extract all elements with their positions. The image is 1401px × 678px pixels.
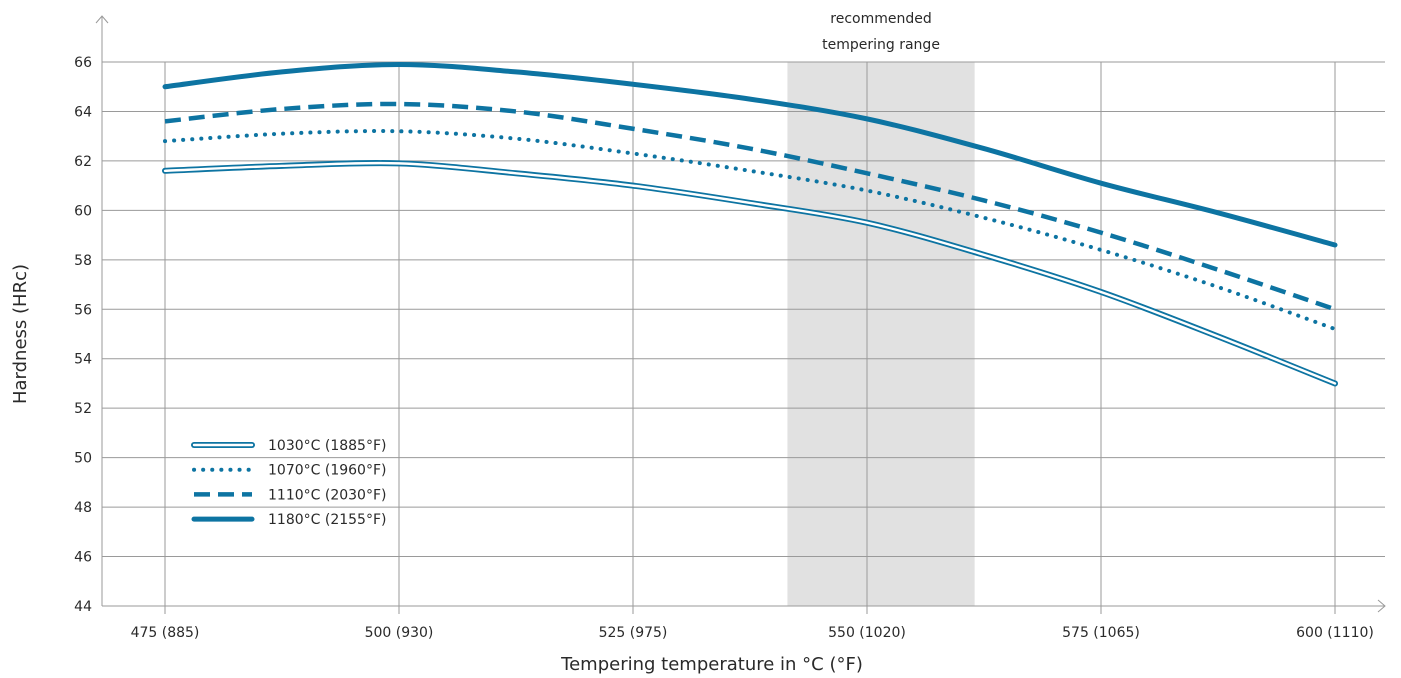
x-tick-label: 500 (930): [365, 625, 434, 641]
y-tick-label: 66: [74, 55, 92, 71]
recommended-range-band: [787, 62, 975, 606]
y-tick-label: 46: [74, 550, 92, 566]
series-line-3: [164, 101, 1336, 312]
y-tick-label: 60: [74, 203, 92, 219]
series-line-4: [162, 61, 1338, 248]
grid-layer: [102, 61, 1385, 614]
y-axis-arrow: [95, 15, 109, 24]
x-axis-title: Tempering temperature in °C (°F): [560, 654, 863, 675]
y-tick-label: 54: [74, 352, 92, 368]
band-label-line2: tempering range: [822, 37, 940, 53]
label-layer: recommended tempering range Tempering temp…: [10, 11, 940, 675]
axis-layer: 44 46 48 50 52 54 56 58 60 62 64 66 475 (885) 500 (93…: [74, 15, 1386, 641]
legend-label: 1180°C (2155°F): [268, 512, 386, 528]
series-line-4-stroke: [162, 61, 1338, 248]
series-line-1: [162, 160, 1338, 387]
y-tick-label: 58: [74, 253, 92, 269]
x-axis-arrow: [1377, 599, 1386, 613]
x-tick-label: 600 (1110): [1296, 625, 1374, 641]
shaded-region-layer: [787, 62, 975, 606]
x-tick-label: 475 (885): [131, 625, 200, 641]
series-line-3-stroke: [164, 101, 1336, 312]
series-layer: [162, 61, 1338, 387]
series-line-1-inner: [163, 161, 1337, 385]
series-line-2: [163, 129, 1337, 332]
y-tick-label: 44: [74, 599, 92, 615]
y-tick-label: 62: [74, 154, 92, 170]
legend: 1030°C (1885°F) 1070°C (1960°F) 1110°C (20…: [191, 438, 386, 528]
legend-label: 1110°C (2030°F): [268, 487, 386, 503]
x-tick-label: 550 (1020): [828, 625, 906, 641]
x-tick-label: 575 (1065): [1062, 625, 1140, 641]
legend-label: 1070°C (1960°F): [268, 463, 386, 479]
y-axis-title: Hardness (HRc): [10, 264, 31, 404]
band-label-line1: recommended: [830, 11, 931, 27]
y-tick-label: 48: [74, 500, 92, 516]
y-tick-label: 64: [74, 104, 92, 120]
y-tick-label: 50: [74, 451, 92, 467]
y-tick-label: 56: [74, 302, 92, 318]
y-tick-label: 52: [74, 401, 92, 417]
legend-label: 1030°C (1885°F): [268, 438, 386, 454]
x-tick-label: 525 (975): [599, 625, 668, 641]
series-line-2-stroke: [163, 129, 1337, 332]
